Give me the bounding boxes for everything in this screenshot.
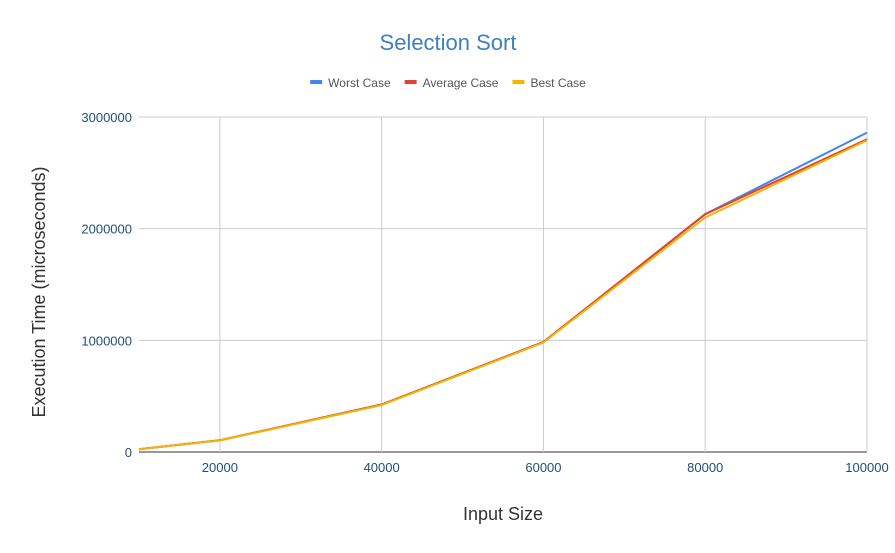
x-tick-label: 80000: [687, 460, 723, 475]
x-axis-ticks: 20000 40000 60000 80000 100000: [202, 460, 889, 475]
chart-title: Selection Sort: [380, 30, 517, 55]
legend-label: Best Case: [530, 76, 586, 90]
x-tick-label: 60000: [525, 460, 561, 475]
series-lines: [138, 131, 868, 451]
x-axis-label: Input Size: [463, 504, 543, 524]
y-axis-label: Execution Time (microseconds): [29, 166, 49, 417]
series-line-worst-case: [138, 131, 868, 451]
y-tick-label: 1000000: [81, 333, 132, 348]
x-tick-label: 20000: [202, 460, 238, 475]
x-tick-label: 40000: [364, 460, 400, 475]
gridlines: [139, 116, 868, 453]
y-tick-label: 0: [125, 445, 132, 460]
x-tick-label: 100000: [845, 460, 888, 475]
legend-label: Average Case: [423, 76, 499, 90]
y-tick-label: 3000000: [81, 110, 132, 125]
legend-label: Worst Case: [328, 76, 391, 90]
series-line-best-case: [138, 139, 868, 451]
series-line-average-case: [138, 138, 868, 451]
legend-swatch: [512, 80, 525, 84]
legend-swatch: [404, 80, 417, 84]
y-tick-label: 2000000: [81, 222, 132, 237]
legend: Worst Case Average Case Best Case: [310, 76, 586, 90]
y-axis-ticks: 0 1000000 2000000 3000000: [81, 110, 132, 460]
legend-swatch: [310, 80, 323, 84]
